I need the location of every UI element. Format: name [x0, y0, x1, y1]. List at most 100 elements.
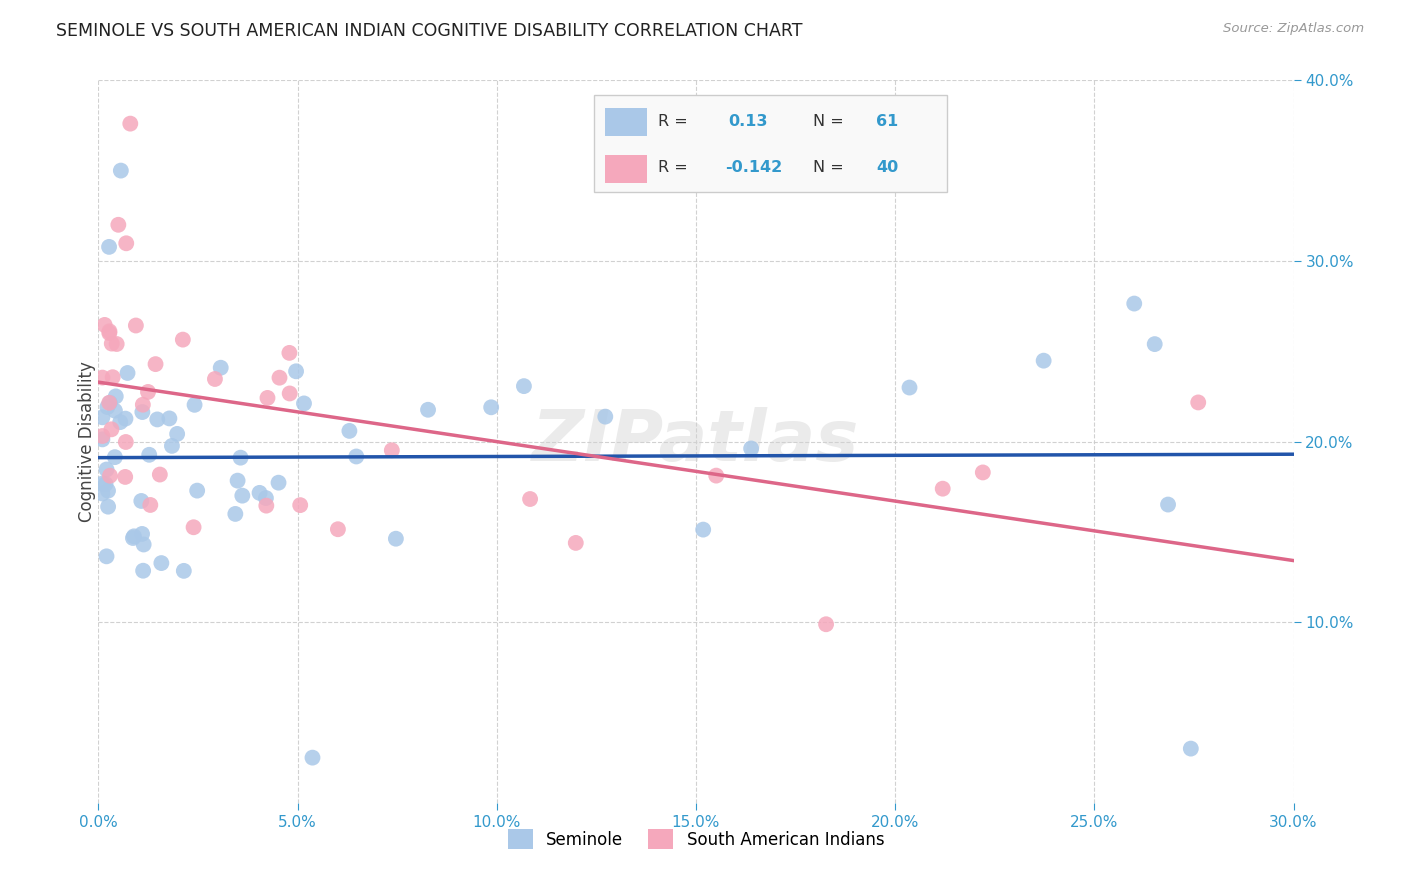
Point	[107, 218, 129, 232]
Point	[290, 498, 312, 512]
Point	[186, 483, 208, 498]
Point	[131, 527, 153, 541]
Point	[98, 468, 121, 483]
Point	[110, 163, 132, 178]
Point	[104, 403, 127, 417]
Point	[149, 467, 172, 482]
Point	[138, 448, 160, 462]
Point	[898, 380, 921, 394]
Point	[96, 462, 118, 476]
Point	[101, 370, 124, 384]
Point	[172, 333, 194, 347]
Point	[91, 433, 114, 447]
Point	[1187, 395, 1209, 409]
Point	[122, 529, 145, 543]
Point	[132, 564, 155, 578]
Point	[91, 476, 114, 491]
Point	[173, 564, 195, 578]
Point	[301, 750, 323, 764]
Point	[91, 410, 114, 425]
Point	[131, 494, 153, 508]
Point	[183, 520, 205, 534]
Legend: Seminole, South American Indians: Seminole, South American Indians	[501, 822, 891, 856]
Point	[381, 443, 404, 458]
Point	[91, 486, 114, 500]
Point	[91, 429, 114, 443]
Point	[125, 318, 148, 333]
Point	[231, 489, 253, 503]
Point	[100, 336, 122, 351]
Point	[139, 498, 162, 512]
Point	[285, 364, 308, 378]
Point	[931, 482, 953, 496]
Point	[114, 411, 136, 425]
Point	[145, 357, 167, 371]
Point	[704, 468, 727, 483]
Point	[595, 409, 617, 424]
Point	[98, 396, 121, 410]
Point	[326, 522, 349, 536]
Point	[519, 491, 541, 506]
Point	[256, 391, 278, 405]
Point	[132, 537, 155, 551]
Point	[385, 532, 408, 546]
Y-axis label: Cognitive Disability: Cognitive Disability	[79, 361, 96, 522]
Point	[146, 412, 169, 426]
Point	[416, 402, 439, 417]
Point	[104, 450, 127, 464]
Point	[269, 370, 291, 384]
Point	[160, 439, 183, 453]
Point	[105, 337, 128, 351]
Point	[93, 318, 115, 332]
Point	[120, 117, 142, 131]
Point	[96, 549, 118, 564]
Point	[229, 450, 252, 465]
Point	[1032, 353, 1054, 368]
Point	[1123, 296, 1146, 310]
Point	[292, 396, 315, 410]
Point	[249, 486, 271, 500]
Point	[97, 500, 120, 514]
Point	[1180, 741, 1202, 756]
Point	[565, 536, 588, 550]
Point	[254, 491, 277, 505]
Point	[267, 475, 290, 490]
Point	[183, 398, 205, 412]
Point	[136, 384, 159, 399]
Point	[132, 398, 155, 412]
Point	[1143, 337, 1166, 351]
Point	[104, 389, 127, 403]
Point	[1157, 498, 1180, 512]
Point	[479, 401, 502, 415]
Point	[122, 531, 145, 545]
Point	[100, 422, 122, 436]
Point	[166, 426, 188, 441]
Point	[114, 435, 136, 450]
Point	[114, 470, 136, 484]
Point	[740, 442, 762, 456]
Point	[209, 360, 232, 375]
Point	[117, 366, 139, 380]
Point	[150, 556, 173, 570]
Point	[91, 370, 114, 384]
Point	[131, 405, 153, 419]
Text: Source: ZipAtlas.com: Source: ZipAtlas.com	[1223, 22, 1364, 36]
Text: SEMINOLE VS SOUTH AMERICAN INDIAN COGNITIVE DISABILITY CORRELATION CHART: SEMINOLE VS SOUTH AMERICAN INDIAN COGNIT…	[56, 22, 803, 40]
Point	[97, 483, 120, 498]
Point	[224, 507, 246, 521]
Text: ZIPatlas: ZIPatlas	[533, 407, 859, 476]
Point	[110, 415, 132, 429]
Point	[226, 474, 249, 488]
Point	[815, 617, 838, 632]
Point	[278, 386, 301, 401]
Point	[513, 379, 536, 393]
Point	[98, 326, 121, 340]
Point	[115, 236, 138, 251]
Point	[98, 240, 121, 254]
Point	[278, 346, 301, 360]
Point	[98, 324, 121, 338]
Point	[157, 411, 180, 425]
Point	[339, 424, 361, 438]
Point	[204, 372, 226, 386]
Point	[94, 477, 117, 491]
